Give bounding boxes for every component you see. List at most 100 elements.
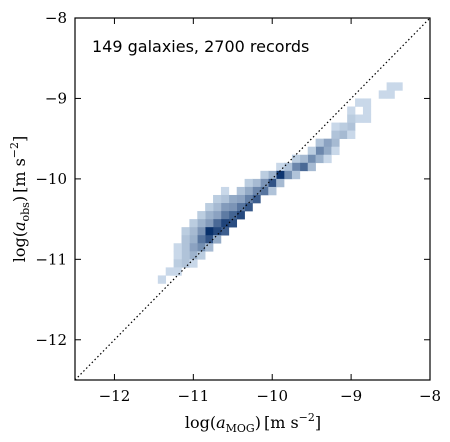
y-tick-label-3: −9 [45, 89, 67, 107]
bin-cell-72 [197, 219, 206, 228]
bin-cell-32 [284, 162, 293, 172]
bin-cell-50 [252, 194, 261, 204]
y-tick-label-2: −10 [35, 170, 67, 188]
bin-cell-63 [228, 211, 238, 220]
bin-cell-43 [244, 178, 253, 188]
bin-cell-4 [362, 98, 372, 107]
x-axis-label-exp: −2 [299, 411, 315, 424]
bin-cell-79 [181, 227, 190, 236]
bin-cell-17 [331, 138, 340, 148]
bin-cell-19 [315, 138, 324, 148]
bin-cell-27 [323, 154, 332, 164]
bin-cell-99 [157, 275, 167, 284]
x-axis-label-prefix: log( [185, 413, 216, 432]
bin-cell-74 [220, 227, 230, 236]
y-axis-label-unit-close: ] [10, 136, 29, 142]
bin-cell-68 [228, 219, 238, 228]
bin-cell-9 [362, 114, 372, 123]
y-axis-label-var: a [10, 221, 29, 231]
bin-cell-7 [347, 106, 356, 115]
bin-cell-35 [276, 170, 285, 180]
bin-cell-45 [252, 186, 261, 196]
bin-cell-58 [228, 203, 238, 212]
bin-cell-97 [165, 267, 174, 276]
bin-cell-18 [323, 138, 332, 148]
bin-cell-55 [213, 194, 222, 204]
bin-cell-38 [260, 170, 269, 180]
bin-cell-49 [220, 186, 230, 196]
bin-cell-82 [213, 235, 222, 244]
bin-cell-14 [339, 130, 348, 139]
bin-cell-69 [220, 219, 230, 228]
bin-cell-10 [347, 114, 356, 123]
bin-cell-26 [315, 154, 324, 164]
bin-cell-30 [291, 162, 301, 172]
bin-cell-47 [268, 186, 277, 196]
x-tick-label-4: −8 [419, 387, 441, 405]
bin-cell-76 [205, 227, 214, 236]
bin-cell-54 [220, 194, 230, 204]
x-tick-label-0: −12 [99, 387, 131, 405]
x-tick-label-2: −10 [256, 387, 288, 405]
bin-cells [157, 82, 403, 284]
bin-cell-8 [355, 114, 364, 123]
bin-cell-20 [323, 146, 332, 156]
x-axis-label-sub: MOG [226, 422, 255, 435]
bin-cell-78 [189, 227, 198, 236]
bin-cell-65 [213, 211, 222, 220]
plot-frame [74, 17, 431, 381]
bin-cell-73 [189, 219, 198, 228]
y-axis-label: log(aobs) [m s−2] [8, 136, 32, 263]
bin-cell-3 [394, 82, 403, 91]
bin-cell-95 [173, 259, 182, 268]
bin-cell-6 [362, 106, 372, 115]
bin-cell-77 [197, 227, 206, 236]
x-axis-label-unit: [m s [264, 413, 299, 432]
bin-cell-88 [181, 243, 190, 252]
bin-cell-66 [205, 211, 214, 220]
bin-cell-24 [307, 154, 316, 164]
y-axis-label-unit: [m s [10, 158, 29, 193]
bin-cell-28 [291, 154, 301, 164]
bin-cell-33 [276, 162, 285, 172]
bin-cell-84 [181, 235, 190, 244]
bin-cell-11 [347, 122, 356, 131]
x-axis-label: log(aMOG) [m s−2] [185, 411, 321, 435]
bin-cell-86 [189, 243, 198, 252]
annotation-text: 149 galaxies, 2700 records [92, 37, 309, 56]
bin-cell-13 [331, 122, 340, 131]
y-tick-label-0: −12 [35, 331, 67, 349]
bin-cell-52 [236, 194, 245, 204]
y-axis-label-sub: obs [19, 202, 32, 222]
bin-cell-12 [339, 122, 348, 131]
y-axis-label-exp: −2 [8, 142, 21, 158]
bin-cell-59 [220, 203, 230, 212]
bin-cell-21 [315, 146, 324, 156]
bin-cell-67 [197, 211, 206, 220]
bin-cell-89 [173, 243, 182, 252]
x-axis-label-close: ) [255, 413, 261, 432]
bin-cell-29 [299, 162, 309, 172]
bin-cell-92 [197, 251, 206, 260]
bin-cell-40 [260, 178, 269, 188]
bin-cell-61 [205, 203, 214, 212]
one-to-one-reference-line [74, 17, 431, 381]
bin-cell-53 [228, 194, 238, 204]
bin-cell-23 [331, 146, 340, 156]
y-axis-label-prefix: log( [10, 231, 29, 262]
bin-cell-93 [173, 251, 182, 260]
bin-cell-5 [355, 98, 364, 107]
bin-cell-37 [291, 170, 301, 180]
bin-cell-64 [220, 211, 230, 220]
bin-cell-41 [276, 178, 285, 188]
bin-cell-15 [331, 130, 340, 139]
x-axis-label-var: a [216, 413, 226, 432]
bin-cell-16 [347, 130, 356, 139]
bin-cell-83 [189, 235, 198, 244]
x-tick-label-1: −11 [178, 387, 210, 405]
bin-cell-57 [236, 203, 245, 212]
x-tick-label-3: −9 [340, 387, 362, 405]
bin-cell-62 [236, 211, 245, 220]
bin-cell-0 [386, 90, 395, 99]
